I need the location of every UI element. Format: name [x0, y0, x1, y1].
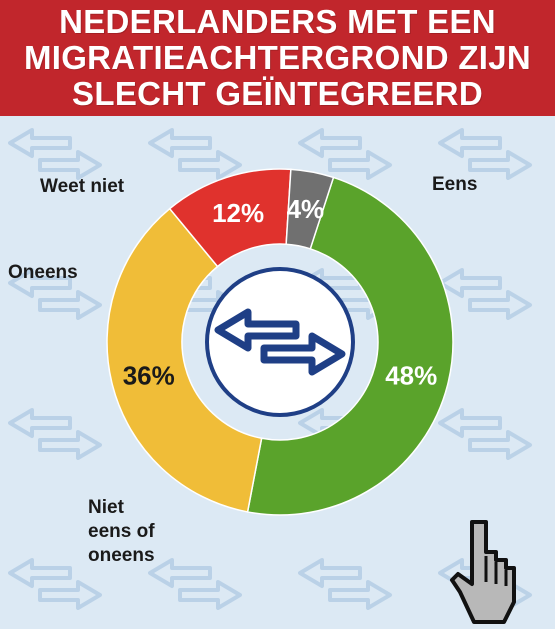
donut-chart: 48% Eens 36% Niet eens of oneens 12% Oneens 4% We… [8, 128, 532, 624]
title-line-3: SLECHT GEÏNTEGREERD [72, 75, 483, 112]
chart-labels: 48% Eens 36% Niet eens of oneens 12% Oneens 4% We… [8, 174, 477, 566]
slice-niet-eens-of-oneens [106, 207, 263, 513]
background-arrow-icon [8, 268, 102, 320]
category-label-weet-niet: Weet niet [40, 176, 125, 197]
background-arrow-icon [8, 558, 102, 610]
title-banner: NEDERLANDERS MET EEN MIGRATIEACHTERGROND… [0, 0, 555, 116]
background-arrow-icon [298, 558, 392, 610]
value-label-weet-niet: 4% [287, 194, 325, 224]
value-label-niet-eens-of-oneens: 36% [123, 361, 175, 391]
category-label-niet-eens-of-oneens: Niet eens of oneens [88, 497, 155, 566]
value-label-oneens: 12% [212, 198, 264, 228]
center-circle [205, 267, 355, 417]
background-arrow-icon [438, 128, 532, 180]
value-label-eens: 48% [385, 361, 437, 391]
background-arrow-icon [148, 128, 242, 180]
background-arrow-icon [148, 558, 242, 610]
category-label-eens: Eens [432, 174, 477, 195]
double-arrow-icon [214, 308, 346, 376]
donut-slices [106, 168, 454, 516]
background-arrow-icon [438, 268, 532, 320]
background-arrow-icon [8, 408, 102, 460]
title-line-2: MIGRATIEACHTERGROND ZIJN [23, 39, 532, 76]
center-badge [205, 267, 355, 417]
background-arrow-icon [298, 128, 392, 180]
slice-eens [246, 176, 454, 516]
title-line-1: NEDERLANDERS MET EEN [59, 3, 496, 40]
pointer-hand-icon [450, 520, 516, 624]
slice-weet-niet [285, 168, 335, 250]
background-arrow-icon [8, 128, 102, 180]
category-label-oneens: Oneens [8, 262, 78, 283]
background-arrow-icon [438, 408, 532, 460]
